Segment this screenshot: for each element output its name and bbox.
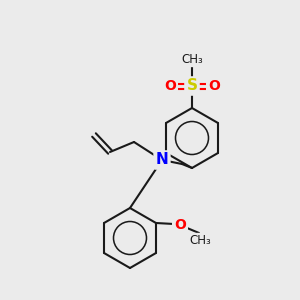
Text: O: O	[174, 218, 186, 232]
Text: CH₃: CH₃	[181, 53, 203, 66]
Text: N: N	[156, 152, 168, 167]
Text: CH₃: CH₃	[189, 234, 211, 247]
Text: S: S	[187, 79, 197, 94]
Text: O: O	[164, 79, 176, 93]
Text: O: O	[208, 79, 220, 93]
